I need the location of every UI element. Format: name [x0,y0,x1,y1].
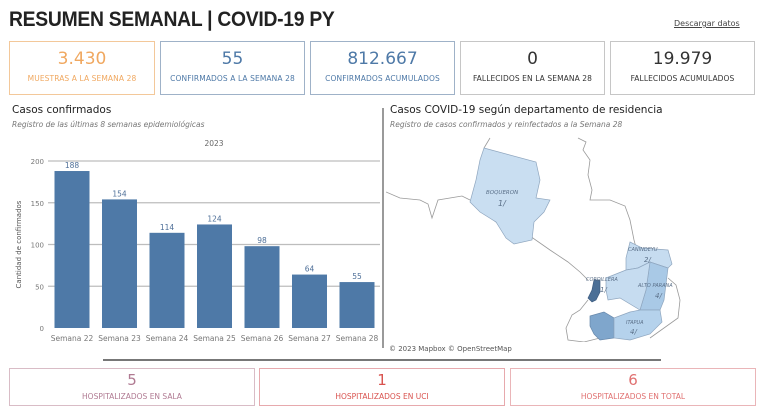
bar-chart-title: Casos confirmados [12,104,112,116]
hospitalized-value: 6 [628,371,638,389]
bar-value-label: 114 [160,223,175,232]
kpi-value: 0 [527,49,538,69]
department-itapua[interactable] [613,309,663,341]
hospitalized-value: 5 [127,371,137,389]
confirmed-cases-bar-chart: 2023 0 50 100 150 200 Cantidad de confirmados 1… [15,139,380,343]
svg-text:4/: 4/ [655,292,662,300]
svg-text:1/: 1/ [600,286,607,294]
y-tick-label: 50 [35,283,44,291]
bar-chart-subtitle: Registro de las últimas 8 semanas epidem… [12,120,205,129]
section-divider-horizontal [103,359,661,361]
x-tick-label: Semana 26 [241,334,284,343]
bar[interactable] [339,282,375,328]
bar-value-label: 98 [257,236,267,245]
kpi-value: 3.430 [57,49,107,69]
svg-text:CANINDEYU: CANINDEYU [628,247,658,253]
department-misiones[interactable] [589,311,615,341]
map-subtitle: Registro de casos confirmados y reinfect… [390,120,623,129]
x-tick-label: Semana 28 [336,334,379,343]
hospitalized-card: 6 HOSPITALIZADOS EN TOTAL [510,368,756,406]
kpi-card: 0 FALLECIDOS EN LA SEMANA 28 [460,41,605,95]
y-tick-label: 200 [31,158,44,166]
hospitalized-label: HOSPITALIZADOS EN UCI [335,392,429,401]
paraguay-department-map[interactable]: BOQUERON 1/ CANINDEYU 2/ CORDILLERA 1/ A… [386,132,704,342]
hospitalized-card: 5 HOSPITALIZADOS EN SALA [9,368,255,406]
kpi-card: 19.979 FALLECIDOS ACUMULADOS [610,41,755,95]
y-tick-label: 150 [31,200,44,208]
kpi-value: 55 [221,49,244,69]
x-tick-label: Semana 27 [288,334,331,343]
bar[interactable] [54,171,90,328]
map-title: Casos COVID-19 según departamento de res… [390,104,663,116]
kpi-label: FALLECIDOS ACUMULADOS [630,74,735,83]
svg-text:CORDILLERA: CORDILLERA [586,277,618,283]
bar[interactable] [149,232,185,328]
department-central-east[interactable] [605,261,651,311]
x-tick-label: Semana 25 [193,334,236,343]
bar-value-label: 188 [65,161,80,170]
hospitalized-label: HOSPITALIZADOS EN SALA [82,392,182,401]
kpi-label: CONFIRMADOS ACUMULADOS [325,74,440,83]
bar[interactable] [244,246,280,328]
x-tick-label: Semana 23 [98,334,141,343]
bar-value-label: 124 [207,214,222,223]
kpi-value: 812.667 [347,49,418,69]
hospitalized-value: 1 [377,371,387,389]
bar-value-label: 64 [305,265,315,274]
bar[interactable] [102,199,137,328]
svg-text:1/: 1/ [498,199,507,208]
section-divider-vertical [382,108,384,348]
x-tick-label: Semana 24 [146,334,189,343]
bar[interactable] [292,274,327,328]
kpi-card: 3.430 MUESTRAS A LA SEMANA 28 [9,41,155,95]
bar-value-label: 55 [352,272,362,281]
bar-value-label: 154 [112,189,127,198]
department-boqueron[interactable] [469,147,551,245]
svg-text:ITAPUA: ITAPUA [626,320,644,326]
map-labels: BOQUERON 1/ CANINDEYU 2/ CORDILLERA 1/ A… [486,190,673,336]
chart-header-year: 2023 [204,139,223,148]
svg-text:4/: 4/ [630,328,637,336]
hospitalized-label: HOSPITALIZADOS EN TOTAL [580,392,686,401]
bar[interactable] [197,224,232,328]
kpi-label: CONFIRMADOS A LA SEMANA 28 [170,74,295,83]
page-title: RESUMEN SEMANAL | COVID-19 PY [9,8,335,31]
kpi-label: MUESTRAS A LA SEMANA 28 [27,74,137,83]
y-tick-label: 0 [40,325,44,333]
kpi-label: FALLECIDOS EN LA SEMANA 28 [472,74,593,83]
svg-text:BOQUERON: BOQUERON [486,190,518,196]
kpi-value: 19.979 [652,49,713,69]
department-cordillera[interactable] [587,279,601,303]
kpi-card: 55 CONFIRMADOS A LA SEMANA 28 [160,41,305,95]
map-attribution: © 2023 Mapbox © OpenStreetMap [389,345,512,353]
download-data-link[interactable]: Descargar datos [674,19,740,28]
svg-text:ALTO PARANA: ALTO PARANA [637,283,673,289]
kpi-card: 812.667 CONFIRMADOS ACUMULADOS [310,41,455,95]
y-axis-label: Cantidad de confirmados [15,200,23,288]
hospitalized-card: 1 HOSPITALIZADOS EN UCI [259,368,505,406]
x-tick-label: Semana 22 [51,334,94,343]
y-tick-label: 100 [31,242,44,250]
svg-text:2/: 2/ [644,256,651,264]
